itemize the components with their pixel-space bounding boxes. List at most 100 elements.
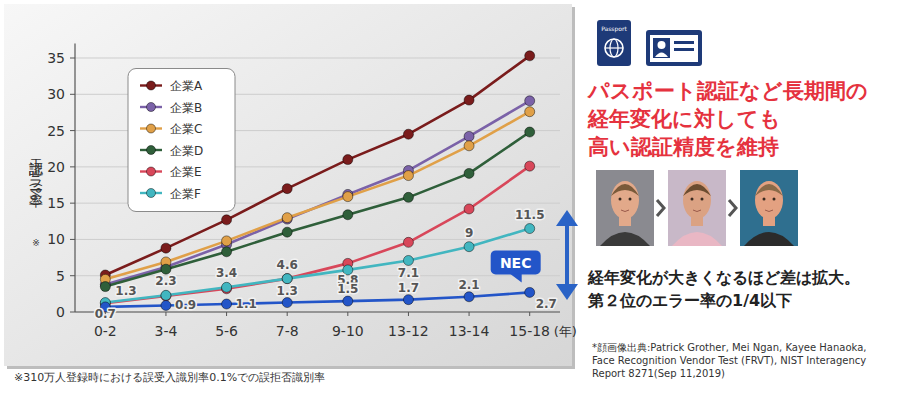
photo-shirt xyxy=(744,232,794,246)
data-label: 1.5 xyxy=(337,282,358,296)
conclusion: 第２位のエラー率の1/4以下 xyxy=(587,291,792,310)
data-point xyxy=(403,192,413,202)
photo-head xyxy=(755,181,783,219)
data-label: 1.3 xyxy=(277,284,298,298)
data-point xyxy=(464,168,474,178)
legend-box xyxy=(128,69,235,212)
data-point xyxy=(161,243,171,253)
photo-hair xyxy=(755,184,783,196)
passport-icon: Passport xyxy=(597,20,631,66)
data-point xyxy=(161,290,171,300)
headline: パスポート認証など長期間の xyxy=(587,79,868,103)
legend: 企業A企業B企業C企業D企業E企業F xyxy=(128,69,235,212)
face-photo xyxy=(668,170,726,246)
image-credit: *顔画像出典:Patrick Grother, Mei Ngan, Kayee … xyxy=(592,342,866,353)
photo-mouth xyxy=(693,210,701,212)
legend-label: 企業C xyxy=(170,122,202,136)
data-point xyxy=(343,296,353,306)
photo-shirt xyxy=(600,232,650,246)
x-tick xyxy=(469,312,470,316)
id-photo-head xyxy=(658,41,666,49)
x-tick-label: 3-4 xyxy=(155,323,178,339)
passport-label: Passport xyxy=(601,25,627,33)
data-point xyxy=(464,95,474,105)
y-tick xyxy=(70,312,75,313)
y-tick-label: 10 xyxy=(47,231,65,247)
data-point xyxy=(464,131,474,141)
photo-arrow xyxy=(657,200,664,216)
x-tick-label: 5-6 xyxy=(215,323,238,339)
photo-shirt xyxy=(672,232,722,246)
photo-hair xyxy=(611,184,639,196)
gap-arrow xyxy=(556,210,578,300)
photo-background xyxy=(740,170,798,246)
series-line xyxy=(105,56,529,275)
data-label: 7.1 xyxy=(398,266,419,280)
data-point xyxy=(282,298,292,308)
data-label: 1.3 xyxy=(115,284,136,298)
id-line xyxy=(674,48,694,51)
image-credit: Face Recognition Vendor Test (FRVT), NIS… xyxy=(592,355,866,366)
legend-marker xyxy=(147,81,156,90)
x-tick-label: 7-8 xyxy=(276,323,299,339)
data-label: 1.7 xyxy=(398,281,419,295)
legend-label: 企業D xyxy=(170,144,203,158)
data-point xyxy=(222,236,232,246)
data-point xyxy=(464,141,474,151)
photo-eye xyxy=(629,198,632,201)
data-point xyxy=(282,227,292,237)
data-point xyxy=(282,274,292,284)
x-tick-label: 15-18 xyxy=(509,323,550,339)
data-label: 3.4 xyxy=(216,266,237,280)
legend-marker xyxy=(147,124,156,133)
photo-background xyxy=(668,170,726,246)
photo-eye xyxy=(763,198,766,201)
photo-head xyxy=(611,181,639,219)
data-label: 0.7 xyxy=(95,307,116,321)
data-point xyxy=(403,237,413,247)
data-label: 1.1 xyxy=(236,297,257,311)
legend-label: 企業A xyxy=(170,79,203,93)
photo-eye xyxy=(619,198,622,201)
y-tick-label: 15 xyxy=(47,195,65,211)
plot-area xyxy=(100,51,534,312)
data-label: 2.7 xyxy=(536,297,557,311)
data-point xyxy=(282,213,292,223)
y-tick-label: 25 xyxy=(47,123,65,139)
series-callout: NEC xyxy=(491,250,541,282)
y-tick xyxy=(70,275,75,276)
image-credit: Report 8271(Sep 11,2019) xyxy=(592,368,725,379)
data-point xyxy=(343,155,353,165)
id-photo xyxy=(653,38,670,58)
data-point xyxy=(161,291,171,301)
photo-arrow xyxy=(729,200,736,216)
id-card-icon xyxy=(646,30,702,66)
headline: 高い認証精度を維持 xyxy=(588,135,779,159)
photo-eye xyxy=(691,198,694,201)
photo-eye xyxy=(773,198,776,201)
data-label: 4.6 xyxy=(277,258,298,272)
id-card-inner xyxy=(650,35,698,62)
passport-globe xyxy=(605,39,623,57)
photo-mouth xyxy=(621,210,629,212)
callout-box xyxy=(491,250,541,274)
data-point xyxy=(282,184,292,194)
data-point xyxy=(100,282,110,292)
data-point xyxy=(525,127,535,137)
y-tick-label: 5 xyxy=(56,268,65,284)
data-point xyxy=(343,192,353,202)
data-point xyxy=(222,247,232,257)
data-point xyxy=(222,299,232,309)
x-tick xyxy=(347,312,348,316)
y-tick-label: 20 xyxy=(47,159,65,175)
photo-mouth xyxy=(765,210,773,212)
x-tick xyxy=(408,312,409,316)
chart-panel xyxy=(4,4,572,366)
legend-marker xyxy=(147,103,156,112)
y-axis-label: 認証エラー率(%) xyxy=(28,150,44,208)
photo-hair xyxy=(683,184,711,196)
data-point xyxy=(525,161,535,171)
data-point xyxy=(403,129,413,139)
arrow-shaft xyxy=(565,222,569,288)
data-point xyxy=(222,215,232,225)
